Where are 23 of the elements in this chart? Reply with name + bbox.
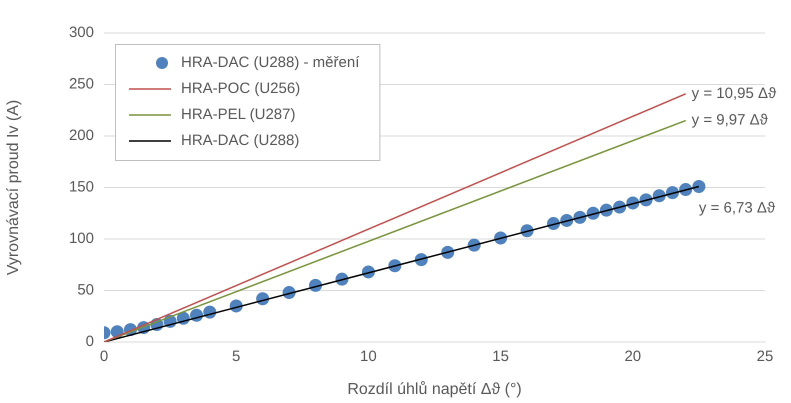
annotation: y = 9,97 Δϑ xyxy=(692,112,769,129)
y-tick-label: 0 xyxy=(86,333,94,350)
y-tick-label: 150 xyxy=(68,178,94,196)
legend-label: HRA-POC (U256) xyxy=(181,80,300,98)
x-tick-label: 5 xyxy=(232,348,240,366)
point xyxy=(692,180,706,193)
legend-label: HRA-DAC (U288) xyxy=(181,132,300,150)
legend-label: HRA-DAC (U288) - měření xyxy=(181,54,360,72)
annotation: y = 6,73 Δϑ xyxy=(698,200,776,217)
x-tick-label: 0 xyxy=(100,348,108,366)
y-tick-label: 100 xyxy=(68,230,94,248)
x-tick-label: 20 xyxy=(624,348,642,366)
x-tick-label: 10 xyxy=(360,348,377,366)
legend-label: HRA-PEL (U287) xyxy=(181,106,296,124)
y-tick-label: 250 xyxy=(68,76,94,93)
y-tick-label: 200 xyxy=(68,127,94,144)
annotation: y = 10,95 Δϑ xyxy=(692,84,777,102)
y-tick-label: 300 xyxy=(68,24,94,42)
y-axis-title: Vyrovnávací proud Iv (A) xyxy=(5,100,22,276)
y-tick-label: 50 xyxy=(77,282,94,299)
x-tick-label: 25 xyxy=(756,348,774,366)
x-tick-label: 15 xyxy=(492,348,509,366)
x-axis-title: Rozdíl úhlů napětí Δϑ (°) xyxy=(347,380,522,398)
